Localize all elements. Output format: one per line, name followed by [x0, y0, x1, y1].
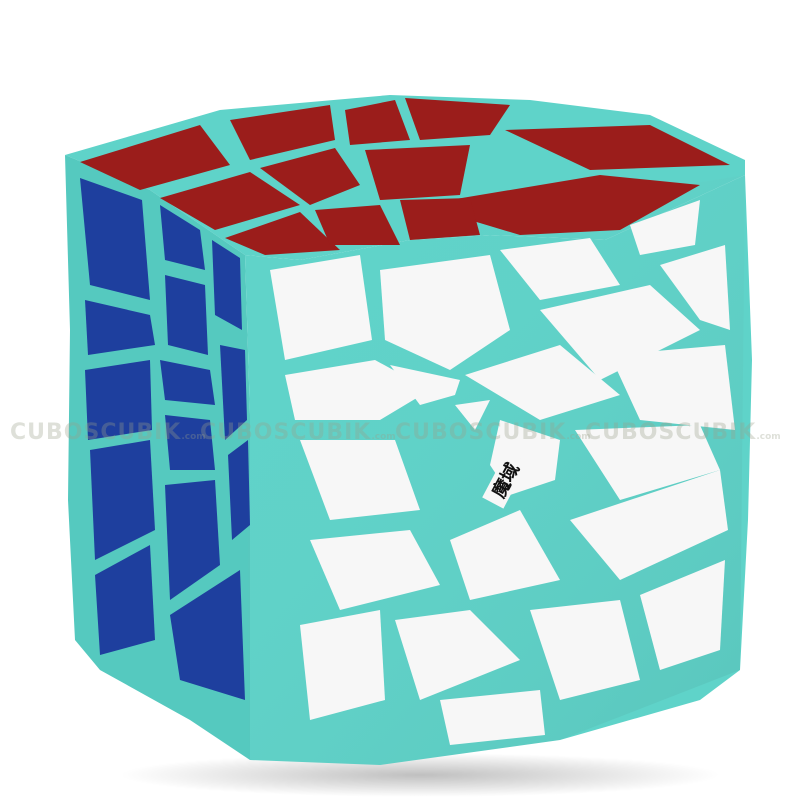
watermark-brand: CUBOSCUBIK	[200, 420, 372, 445]
left-stickers	[80, 178, 250, 700]
watermark-2: CUBOSCUBIK.com	[200, 420, 396, 445]
top-stickers	[80, 98, 730, 255]
right-stickers	[270, 200, 735, 745]
watermark-1: CUBOSCUBIK.com	[10, 420, 206, 445]
watermark-brand: CUBOSCUBIK	[10, 420, 182, 445]
watermark-brand: CUBOSCUBIK	[395, 420, 567, 445]
watermark-suffix: .com	[756, 432, 781, 442]
watermark-suffix: .com	[181, 432, 206, 442]
watermark-suffix: .com	[566, 432, 591, 442]
watermark-3: CUBOSCUBIK.com	[395, 420, 591, 445]
watermark-brand: CUBOSCUBIK	[585, 420, 757, 445]
watermark-suffix: .com	[371, 432, 396, 442]
watermark-4: CUBOSCUBIK.com	[585, 420, 781, 445]
ground-shadow	[120, 753, 720, 797]
